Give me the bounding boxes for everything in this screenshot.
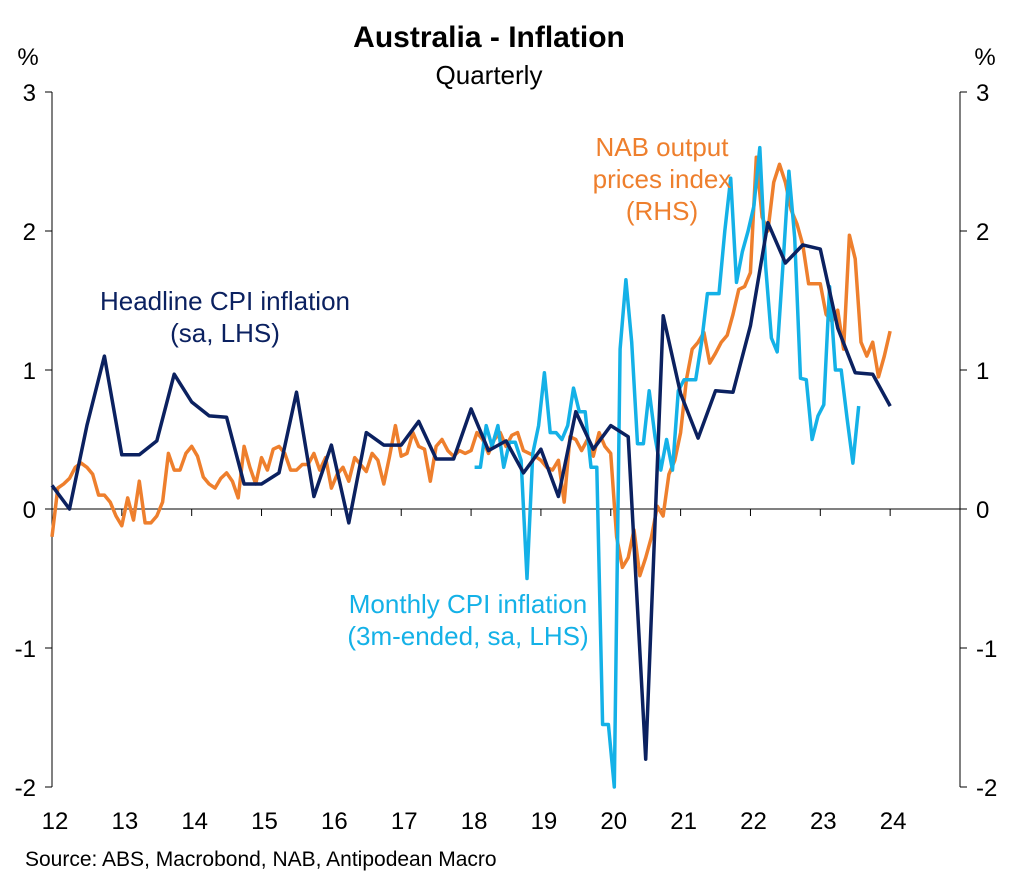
x-tick-label: 20 <box>600 808 627 835</box>
source-note: Source: ABS, Macrobond, NAB, Antipodean … <box>25 848 497 871</box>
series-label: prices index <box>593 164 732 194</box>
x-tick-label: 23 <box>810 808 837 835</box>
y-tick-label-left: 1 <box>23 358 36 385</box>
x-tick-label: 21 <box>670 808 697 835</box>
y-tick-label-right: 2 <box>976 219 989 246</box>
x-tick-label: 18 <box>461 808 488 835</box>
y-tick-label-right: -2 <box>976 775 997 802</box>
x-tick-label: 13 <box>111 808 138 835</box>
x-tick-label: 15 <box>251 808 278 835</box>
x-tick-label: 17 <box>391 808 418 835</box>
series-label: NAB output <box>596 132 730 162</box>
series-label: (3m-ended, sa, LHS) <box>347 621 588 651</box>
right-axis-unit: % <box>974 44 995 71</box>
y-tick-label-left: -1 <box>15 636 36 663</box>
series-label: (RHS) <box>626 196 698 226</box>
y-tick-label-right: 1 <box>976 358 989 385</box>
x-tick-label: 16 <box>321 808 348 835</box>
series-label: Monthly CPI inflation <box>349 589 587 619</box>
series-line-monthly-cpi-inflation-3m-ended-sa-lhs <box>474 145 861 789</box>
left-axis-unit: % <box>17 44 38 71</box>
series-line-nab-output-prices-index-rhs <box>50 155 892 578</box>
x-tick-label: 22 <box>740 808 767 835</box>
x-tick-label: 19 <box>531 808 558 835</box>
y-tick-label-left: -2 <box>15 775 36 802</box>
y-tick-label-right: 3 <box>976 80 989 107</box>
series-label: (sa, LHS) <box>170 318 280 348</box>
y-tick-label-left: 0 <box>23 497 36 524</box>
x-tick-label: 24 <box>880 808 907 835</box>
y-tick-label-left: 2 <box>23 219 36 246</box>
y-tick-label-right: -1 <box>976 636 997 663</box>
x-tick-label: 12 <box>42 808 69 835</box>
y-tick-label-right: 0 <box>976 497 989 524</box>
chart-title: Australia - Inflation <box>353 21 625 54</box>
series-line-headline-cpi-inflation-sa-lhs <box>50 220 892 761</box>
x-tick-label: 14 <box>181 808 208 835</box>
series-label: Headline CPI inflation <box>100 286 350 316</box>
chart-subtitle: Quarterly <box>436 60 543 90</box>
y-tick-label-left: 3 <box>23 80 36 107</box>
